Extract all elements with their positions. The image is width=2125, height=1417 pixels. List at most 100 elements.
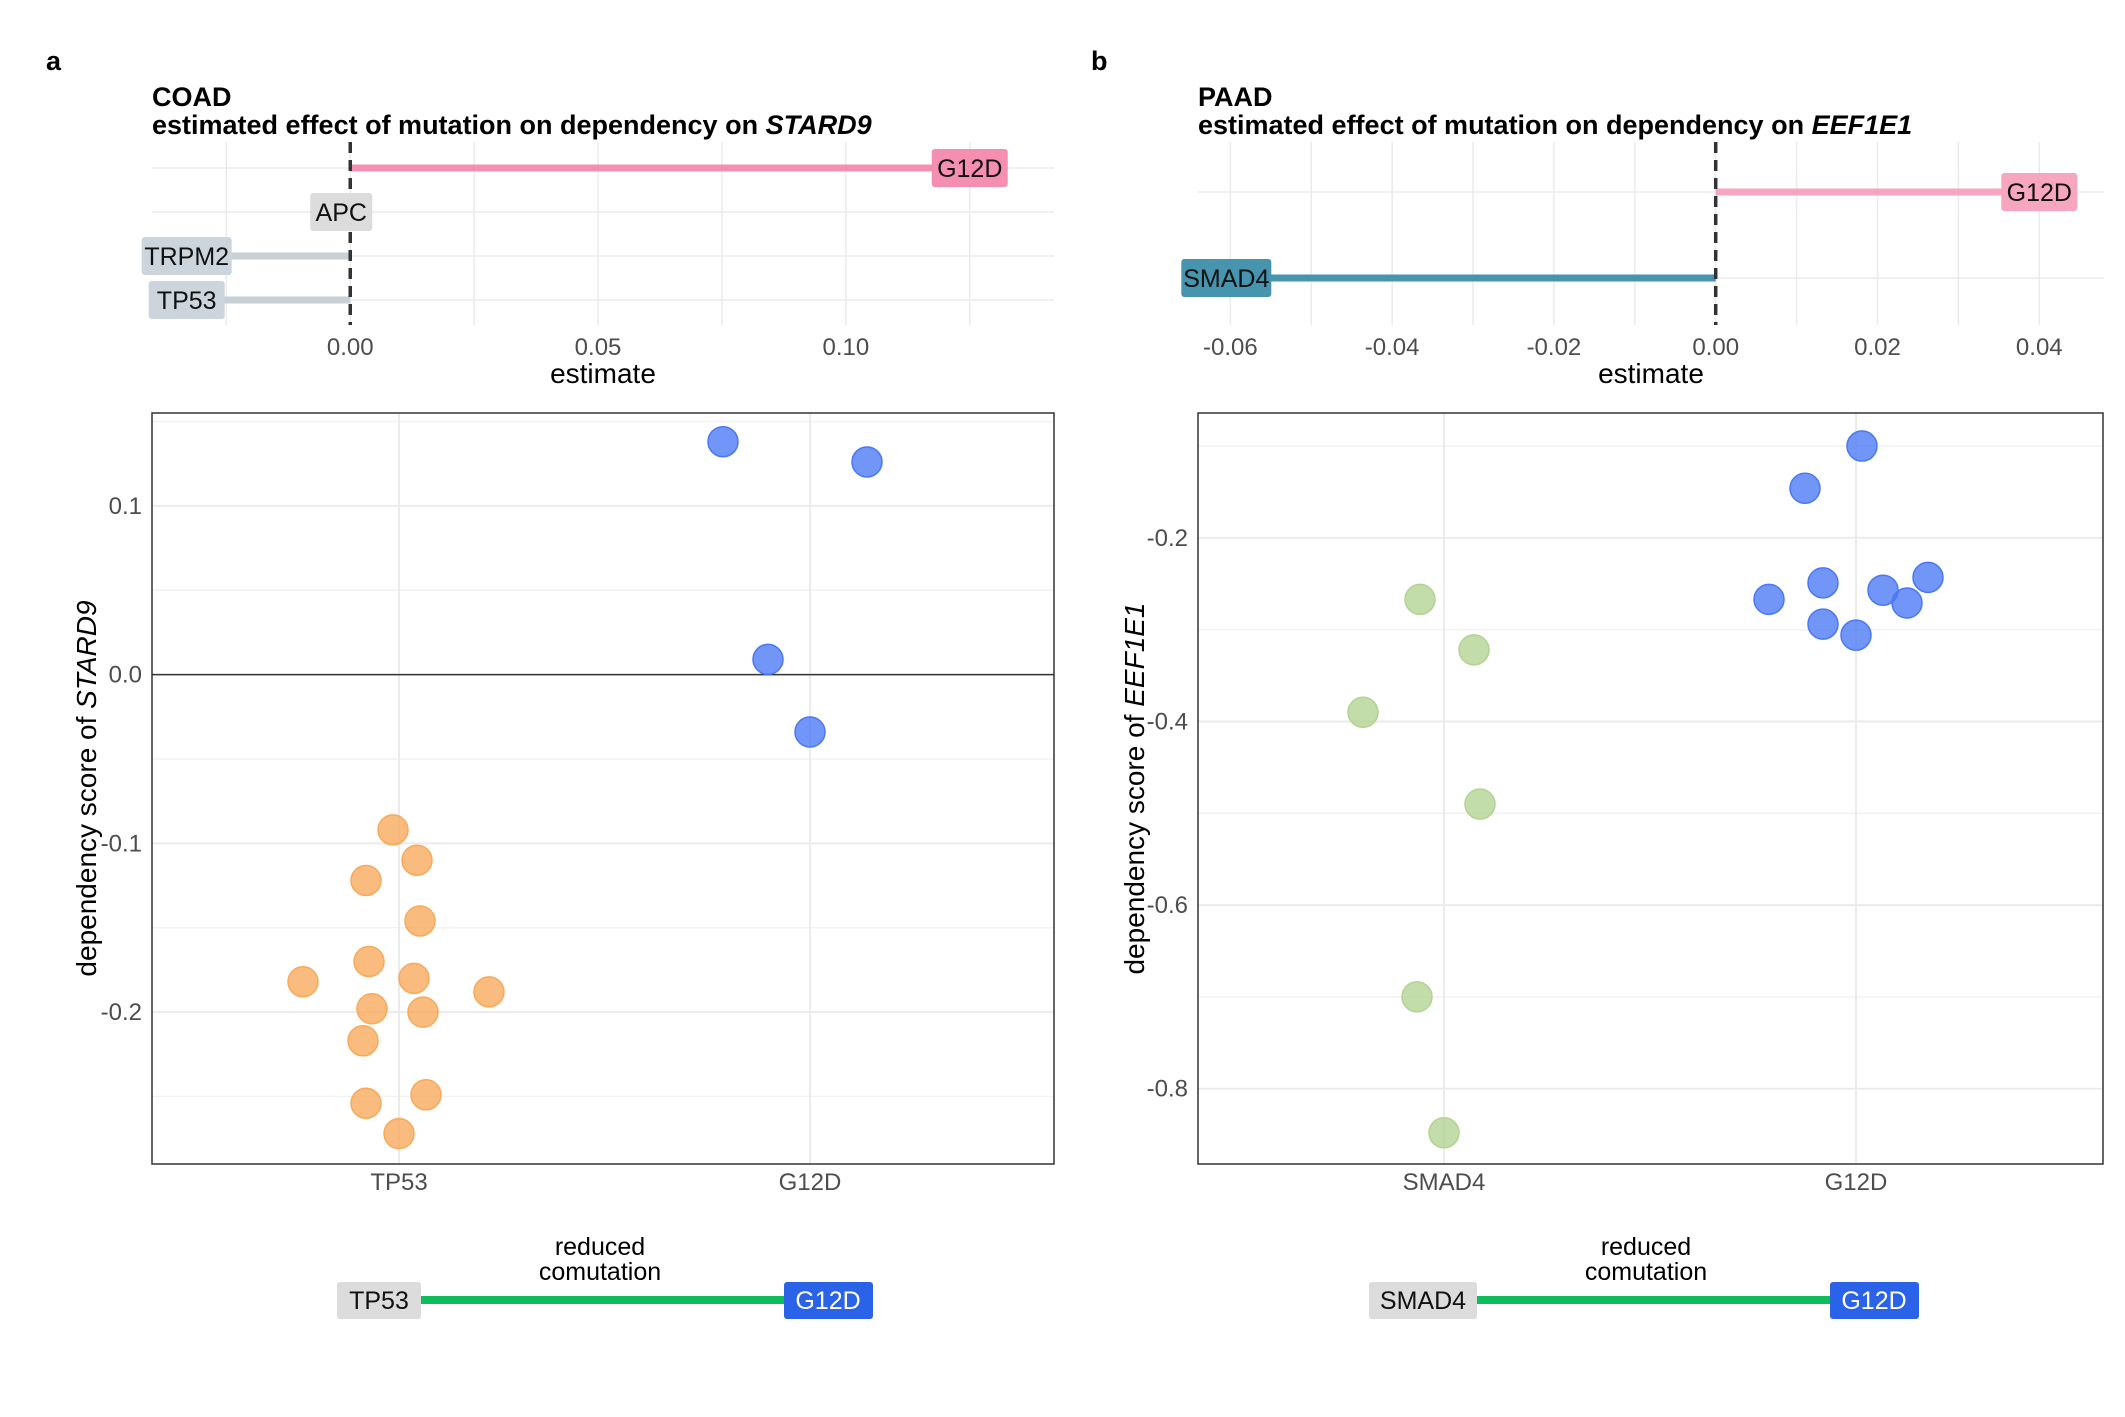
bar-xtick-label: 0.10 [822, 334, 869, 361]
panel-a-letter: a [46, 46, 62, 76]
panel-a-ylabel-prefix: dependency score of [71, 709, 102, 977]
scatter-point-tp53 [407, 996, 439, 1028]
scatter-point-g12d [1891, 587, 1923, 619]
panel-a-title-prefix: estimated effect of mutation on dependen… [152, 110, 766, 140]
panel-a-title-gene: STARD9 [766, 110, 872, 140]
scatter-point-tp53 [377, 814, 409, 846]
scatter-point-g12d [1840, 619, 1872, 651]
bar-xtick-label: -0.06 [1203, 334, 1258, 361]
panel-b-ylabel-prefix: dependency score of [1119, 707, 1150, 975]
scatter-point-tp53 [353, 945, 385, 978]
panel-a-scatter-grid [152, 413, 1054, 1164]
panel-a-comut-right-bg [784, 1282, 873, 1319]
scatter-point-g12d [1912, 561, 1944, 594]
bar-xtick-label: 0.00 [1692, 334, 1739, 361]
scatter-point-smad4 [1347, 696, 1379, 729]
panel-b-bar-xlabel: estimate [1598, 358, 1704, 389]
panel-a-title-line2: estimated effect of mutation on dependen… [152, 110, 872, 140]
panel-b-scatter-frame [1197, 412, 2104, 1165]
panel-a-comut-left-label: TP53 [349, 1287, 409, 1315]
panel-b-comut-caption-2: comutation [1585, 1258, 1707, 1286]
panel-b-scatter-ylabel: dependency score of EEF1E1 [1119, 602, 1150, 974]
scatter-point-g12d [1807, 608, 1839, 640]
scatter-ytick-label: 0.1 [109, 493, 142, 520]
panel-b-comut-right-label: G12D [1841, 1287, 1906, 1315]
panel-a-scatter-ticks: 0.1 0.0 -0.1 -0.2 TP53 G12D [101, 493, 842, 1196]
scatter-point-tp53 [347, 1025, 379, 1057]
bar-xtick-label: 0.04 [2016, 334, 2063, 361]
panel-a-bar-labels: G12D APC TRPM2 TP53 [141, 149, 1008, 319]
panel-a: a COAD estimated effect of mutation on d… [46, 46, 1055, 1319]
scatter-point-smad4 [1401, 981, 1433, 1013]
panel-b-bar-chart: G12D SMAD4 -0.06 -0.04 -0.02 0.00 0.02 0.04 es… [1181, 142, 2104, 389]
bar-label-bg-trpm2 [141, 237, 232, 275]
panel-b-scatter: -0.2 -0.4 -0.6 -0.8 SMAD4 G12D dependency sco… [1119, 412, 2104, 1196]
panel-b-title-prefix: estimated effect of mutation on dependen… [1198, 110, 1812, 140]
panel-b-comut-left-label: SMAD4 [1380, 1287, 1466, 1315]
scatter-point-g12d [1846, 430, 1878, 462]
scatter-point-tp53 [404, 905, 436, 937]
panel-b-bar-ticks: -0.06 -0.04 -0.02 0.00 0.02 0.04 [1203, 334, 2063, 361]
scatter-ytick-label: -0.2 [101, 999, 142, 1026]
bar-label-bg-tp53 [148, 281, 225, 319]
bar-xtick-label: 0.05 [575, 334, 622, 361]
panel-b-scatter-ticks: -0.2 -0.4 -0.6 -0.8 SMAD4 G12D [1147, 525, 1888, 1196]
scatter-ytick-label: -0.8 [1147, 1076, 1188, 1103]
bar-xtick-label: -0.02 [1527, 334, 1582, 361]
panel-b-comutation: reduced comutation SMAD4 G12D [1369, 1233, 1919, 1319]
panel-a-scatter-frame [151, 412, 1055, 1165]
bar-label-trpm2: TRPM2 [144, 243, 229, 271]
scatter-ytick-label: -0.4 [1147, 708, 1188, 735]
scatter-xtick-label: SMAD4 [1403, 1169, 1486, 1196]
bar-label-tp53: TP53 [157, 287, 217, 315]
scatter-point-g12d [794, 716, 826, 748]
scatter-point-smad4 [1464, 788, 1496, 820]
bar-xtick-label: -0.04 [1365, 334, 1420, 361]
panel-b-ylabel-gene: EEF1E1 [1119, 602, 1150, 706]
panel-a-comut-caption-2: comutation [539, 1258, 661, 1286]
scatter-point-tp53 [383, 1117, 415, 1150]
scatter-point-smad4 [1404, 583, 1436, 616]
scatter-xtick-label: G12D [779, 1169, 842, 1196]
panel-a-bar-xlabel: estimate [550, 358, 656, 389]
panel-b-letter: b [1091, 46, 1108, 76]
panel-a-title-cancer: COAD [152, 82, 232, 112]
bar-label-bg-apc [310, 193, 373, 231]
panel-a-scatter-points [287, 425, 883, 1150]
bar-xtick-label: 0.00 [327, 334, 374, 361]
scatter-ytick-label: 0.0 [109, 662, 142, 689]
panel-a-comutation: reduced comutation TP53 G12D [337, 1233, 873, 1319]
panel-b-comut-caption-1: reduced [1601, 1233, 1691, 1261]
bar-label-apc: APC [316, 199, 367, 227]
bar-xtick-label: 0.02 [1854, 334, 1901, 361]
panel-b-title-line2: estimated effect of mutation on dependen… [1198, 110, 1912, 140]
panel-b-comut-right-bg [1830, 1282, 1919, 1319]
panel-b-title-gene: EEF1E1 [1812, 110, 1913, 140]
bar-label-g12d: G12D [937, 155, 1002, 183]
scatter-point-tp53 [350, 1087, 382, 1119]
panel-b-title-cancer: PAAD [1198, 82, 1273, 112]
panel-a-bar-chart: G12D APC TRPM2 TP53 0.00 0.05 0.10 estimate [141, 142, 1054, 389]
scatter-point-tp53 [473, 976, 505, 1008]
scatter-point-g12d [851, 446, 883, 478]
scatter-point-g12d [707, 425, 739, 458]
scatter-point-smad4 [1458, 634, 1490, 666]
scatter-point-g12d [752, 643, 784, 676]
scatter-point-tp53 [410, 1079, 442, 1111]
panel-a-scatter-ylabel: dependency score of STARD9 [71, 600, 102, 976]
panel-a-scatter: 0.1 0.0 -0.1 -0.2 TP53 G12D dependency score … [71, 412, 1055, 1196]
bar-label-bg-g12d [931, 149, 1008, 187]
scatter-point-g12d [1789, 472, 1821, 505]
bar-label-smad4: SMAD4 [1183, 265, 1269, 293]
scatter-point-g12d [1753, 583, 1785, 616]
panel-b-bar-labels: G12D SMAD4 [1181, 173, 2078, 297]
scatter-point-tp53 [287, 965, 319, 998]
panel-a-bars [186, 164, 970, 304]
panel-b-scatter-points [1347, 430, 1944, 1149]
scatter-xtick-label: TP53 [370, 1169, 427, 1196]
panel-a-comut-left-bg [337, 1282, 421, 1319]
panel-a-comut-caption-1: reduced [555, 1233, 645, 1261]
bar-label-g12d: G12D [2007, 179, 2072, 207]
bar-label-bg-g12d [2001, 173, 2078, 211]
panel-b-bar-grid [1198, 142, 2104, 325]
